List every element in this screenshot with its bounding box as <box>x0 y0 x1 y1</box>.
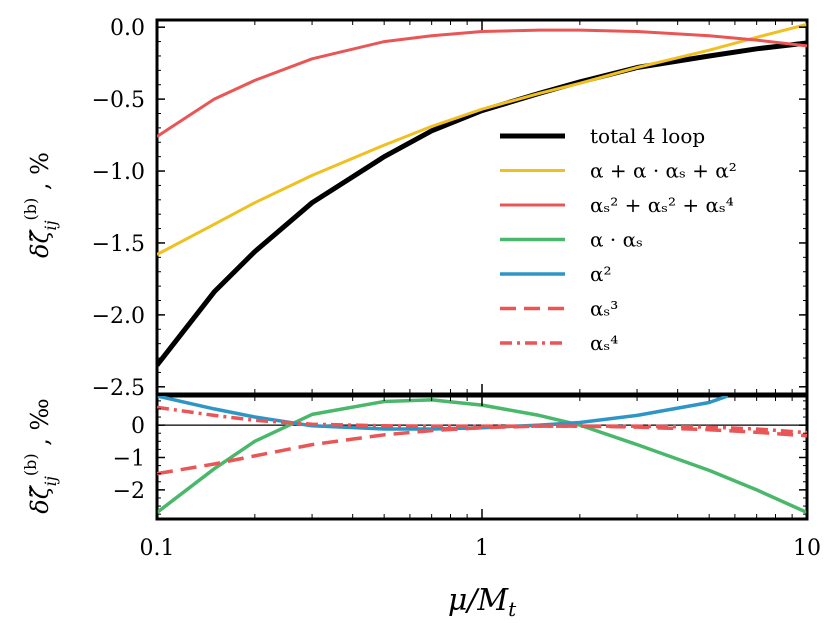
series-line-main-alpha-s-2-alpha-s-2-alpha-s-4 <box>157 28 807 138</box>
y-tick-label: −2.0 <box>92 304 145 329</box>
legend-label: αₛ³ <box>590 297 618 321</box>
y-tick-label: −1.0 <box>92 160 145 185</box>
legend-label: α² <box>590 262 612 286</box>
svg-text:δζ̃ij(b) , %: δζ̃ij(b) , % <box>21 152 60 258</box>
y-tick-label: 0.0 <box>110 16 145 41</box>
series-lower <box>157 396 807 515</box>
ticks: 0.0 −0.5 −1.0 −1.5 −2.0 −2.5 0 −1 −2 0.1 1 10 <box>92 16 821 561</box>
series-line-main-alpha-alpha-alpha-s-alpha-2 <box>157 22 807 256</box>
legend-label: αₛ⁴ <box>590 331 618 355</box>
x-tick-label: 10 <box>793 536 821 561</box>
y-tick-label: 0 <box>131 414 145 439</box>
legend-label: α · αₛ <box>590 228 643 252</box>
series-line-lower-alpha-s-3 <box>157 424 807 476</box>
legend-label: α + α · αₛ + α² <box>590 159 737 183</box>
main-y-axis-label: δζ̃ij(b) , % <box>21 152 60 258</box>
lower-y-axis-label: δζ̃ij(b) , ‰ <box>21 398 60 513</box>
legend: total 4 loop α + α · αₛ + α² αₛ² + αₛ² + α… <box>500 124 737 355</box>
x-axis-label: μ/Mt <box>448 583 517 621</box>
x-tick-label: 0.1 <box>140 536 175 561</box>
y-tick-label: −1 <box>113 447 145 472</box>
y-tick-label: −1.5 <box>92 232 145 257</box>
legend-label: total 4 loop <box>590 124 705 148</box>
y-tick-label: −0.5 <box>92 88 145 113</box>
y-tick-label: −2.5 <box>92 376 145 401</box>
y-tick-label: −2 <box>113 479 145 504</box>
legend-label: αₛ² + αₛ² + αₛ⁴ <box>590 193 734 217</box>
series-main <box>157 22 807 367</box>
series-line-lower-alpha-s-4 <box>157 405 807 435</box>
x-tick-label: 1 <box>475 536 489 561</box>
svg-text:δζ̃ij(b) , ‰: δζ̃ij(b) , ‰ <box>21 398 60 513</box>
